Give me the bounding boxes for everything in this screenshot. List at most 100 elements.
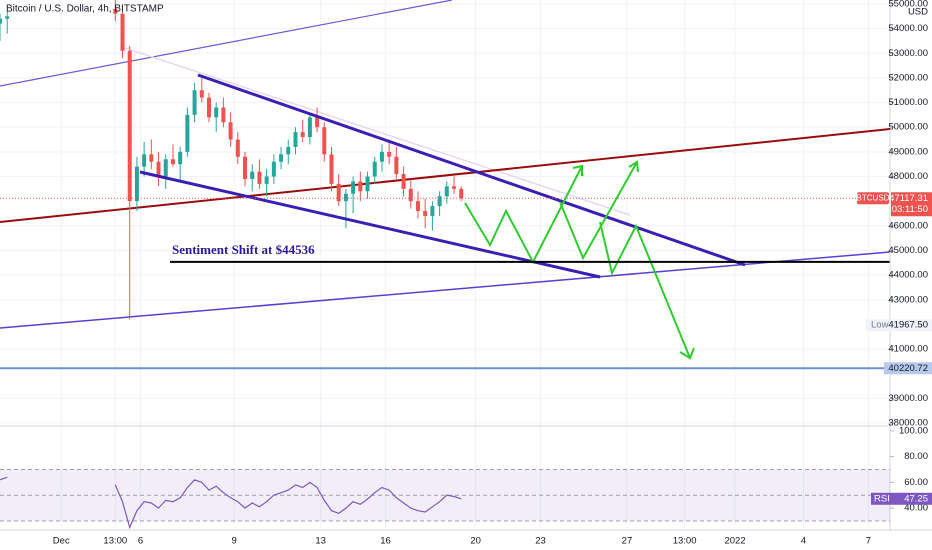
candle-body [113, 8, 118, 14]
rsi-name: RSI [874, 493, 890, 504]
candle-body [336, 183, 341, 202]
candle-body [379, 151, 384, 162]
x-tick-label: 13:00 [103, 536, 127, 547]
arrow-head [679, 347, 695, 360]
symbol-tag [857, 192, 889, 205]
candle-body [127, 50, 132, 202]
annotation: Sentiment Shift at $44536 [172, 242, 315, 257]
triangle-lower [139, 170, 601, 279]
candle-body [214, 107, 219, 118]
candle-body [423, 211, 428, 216]
projection-arrows [464, 160, 695, 360]
y-tick-label: 50000.00 [888, 122, 928, 133]
candle-body [199, 90, 204, 98]
x-tick-label: 4 [801, 536, 806, 547]
y-tick-label: 45000.00 [888, 245, 928, 256]
candle-body [142, 154, 147, 167]
candle-body [452, 186, 457, 189]
candle-body [401, 174, 406, 189]
symbol-label: BTCUSD [857, 193, 890, 202]
x-tick-label: 27 [622, 536, 633, 547]
chart-title: Bitcoin / U.S. Dollar, 4h, BITSTAMP [6, 4, 164, 15]
price-tag [891, 192, 932, 217]
candle-body [365, 176, 370, 192]
candle-body [444, 186, 449, 197]
rsi-tag [871, 492, 932, 505]
candle-body [387, 151, 392, 157]
candle-body [286, 146, 291, 155]
candle-body [351, 181, 356, 194]
rsi-line [0, 476, 462, 530]
x-tick-label: 7 [866, 536, 871, 547]
rsi-tick-label: 100.00 [899, 425, 928, 436]
y-tick-label: 51000.00 [888, 97, 928, 108]
candle-body [279, 154, 284, 162]
candle-body [228, 122, 233, 140]
y-tick-label: 41000.00 [888, 344, 928, 355]
candle-body [163, 159, 168, 177]
x-tick-label: 13:00 [673, 536, 697, 547]
candle-body [243, 156, 248, 179]
candle-body [343, 193, 348, 202]
candle-body [315, 117, 320, 128]
candle-body [235, 139, 240, 157]
candle-body [120, 13, 125, 51]
candle-body [459, 188, 464, 199]
arrow-head [628, 160, 639, 173]
overlay [0, 197, 890, 370]
candle-body [149, 154, 154, 162]
grid [0, 0, 890, 530]
candle-body [322, 127, 327, 155]
x-tick-label: 16 [380, 536, 391, 547]
candle-body [0, 18, 2, 24]
candle-body [394, 156, 399, 175]
candle-body [192, 90, 197, 115]
x-tick-label: 2022 [724, 536, 745, 547]
trend-line [0, 0, 453, 87]
candle-body [170, 159, 175, 165]
countdown-label: 03:11:50 [892, 204, 928, 215]
rsi-tick-label: 40.00 [904, 503, 928, 514]
rsi-tick-label: 80.00 [904, 451, 928, 462]
candle-body [257, 171, 262, 184]
candle-body [264, 176, 269, 184]
rsi-tick-label: 60.00 [904, 477, 928, 488]
rsi-value: 47.25 [904, 493, 928, 504]
trend-line [0, 128, 891, 223]
candle-body [185, 114, 190, 152]
candle-body [221, 107, 226, 123]
candle-body [358, 181, 363, 192]
projection-path [599, 221, 691, 359]
y-tick-label: 52000.00 [888, 72, 928, 83]
candle-body [307, 117, 312, 138]
candle-body [206, 97, 211, 118]
candle-body [134, 166, 139, 202]
last-price-label: 47117.31 [889, 193, 928, 204]
candle-body [5, 16, 10, 19]
candle-body [430, 206, 435, 216]
level-tag [884, 362, 932, 375]
arrow-head [572, 164, 583, 176]
projection-path [559, 161, 638, 261]
x-tick-label: 9 [232, 536, 237, 547]
y-tick-label: 43000.00 [888, 294, 928, 305]
candle-body [300, 132, 305, 138]
triangle-upper [197, 73, 746, 267]
candle-body [156, 161, 161, 177]
y-tick-label: 53000.00 [888, 48, 928, 59]
candle-body [271, 161, 276, 177]
candle-body [372, 161, 377, 177]
candle-body [250, 171, 255, 179]
candle-body [293, 132, 298, 147]
level-label: 40220.72 [888, 363, 928, 374]
candles [0, 0, 464, 320]
candle-body [178, 151, 183, 165]
x-tick-label: 20 [470, 536, 481, 547]
candle-body [437, 196, 442, 207]
y-tick-label: 46000.00 [888, 220, 928, 231]
y-tick-label: 54000.00 [888, 23, 928, 34]
low-label: Low [871, 320, 889, 331]
y-tick-label: 55000.00 [888, 0, 928, 9]
trend-line [124, 47, 631, 216]
